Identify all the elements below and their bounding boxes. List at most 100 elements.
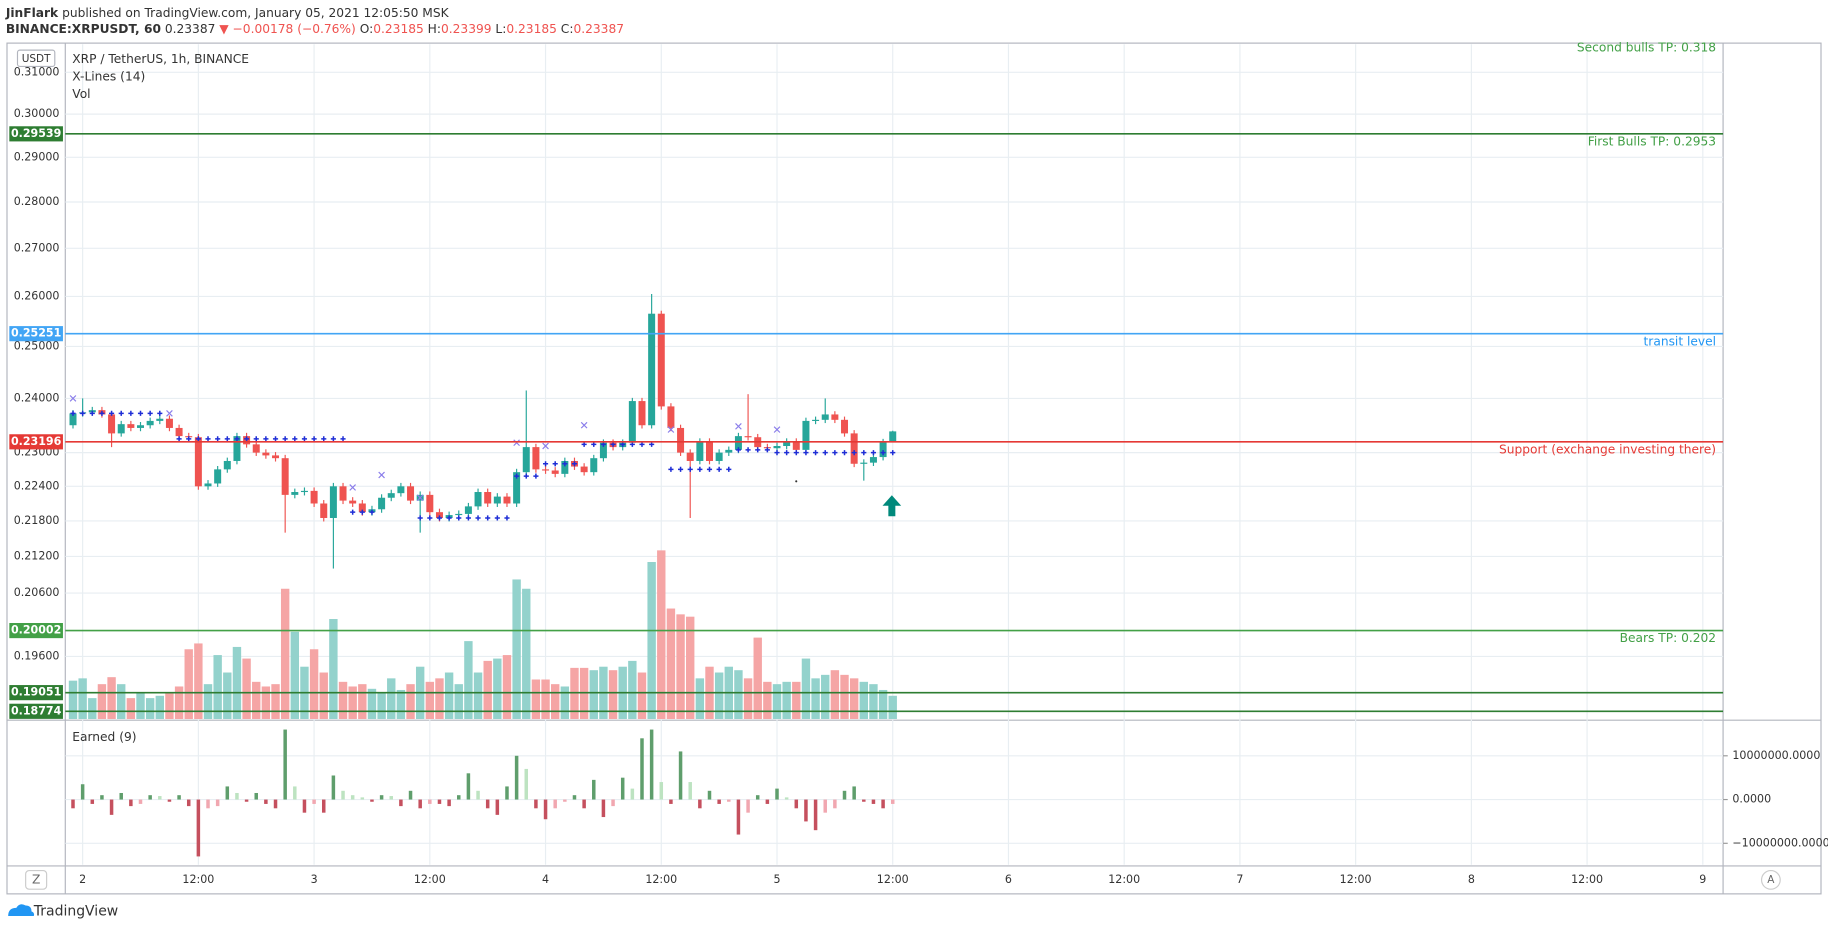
- candle-body: [860, 462, 868, 464]
- earned-bar: [630, 788, 635, 800]
- earned-bar: [746, 799, 750, 813]
- level-tag: [9, 703, 63, 719]
- earned-bar: [186, 799, 191, 807]
- earned-bar: [273, 799, 278, 809]
- earned-bar: [264, 799, 268, 804]
- candle-body: [397, 486, 405, 494]
- plus-marker: [716, 466, 722, 472]
- volume-bar: [502, 655, 512, 720]
- earned-bar: [302, 799, 307, 813]
- volume-bar: [666, 608, 676, 720]
- axes: 0.31000 0.30000 0.29000 0.28000 0.27000 0.260…: [9, 65, 1828, 886]
- earned-bar: [833, 799, 837, 809]
- x-marker: [667, 426, 675, 433]
- candle-body: [69, 413, 77, 426]
- volume-bar: [657, 550, 666, 720]
- candle-body: [879, 442, 887, 458]
- volume-bar: [367, 688, 377, 720]
- volume-bar: [290, 631, 300, 720]
- volume-bar: [714, 672, 724, 720]
- l-value: 0.23185: [506, 22, 557, 36]
- volume-bar: [155, 695, 164, 720]
- candle-body: [339, 486, 347, 501]
- volume-bar: [734, 670, 743, 720]
- earned-bar: [100, 795, 104, 800]
- earned-bar: [476, 790, 480, 800]
- earned-bar: [196, 799, 201, 857]
- plus-marker: [128, 410, 134, 416]
- zoom-button[interactable]: [25, 869, 48, 890]
- y2-tick-label: −10000000.0000: [1732, 836, 1828, 849]
- volume-bar: [406, 684, 415, 720]
- volume-bar: [348, 686, 357, 720]
- legend-xlines: X-Lines (14): [72, 69, 145, 83]
- candle-body: [320, 503, 328, 518]
- x-tick-label: 9: [1699, 873, 1706, 886]
- volume-bar: [194, 643, 203, 720]
- volume-bar: [319, 672, 328, 720]
- auto-button[interactable]: [1760, 869, 1781, 890]
- volume-bar: [309, 649, 319, 720]
- candle-body: [300, 490, 308, 493]
- candle-body: [657, 313, 665, 407]
- x-tick-label: 12:00: [1108, 873, 1140, 886]
- frame: [6, 42, 1822, 895]
- candle-body: [667, 406, 675, 428]
- earned-bar: [563, 799, 567, 802]
- earned-bar: [813, 799, 818, 831]
- volume-bar: [454, 684, 463, 720]
- legend-main: XRP / TetherUS, 1h, BINANCE: [72, 52, 249, 66]
- x-marker: [580, 421, 588, 429]
- y2-tick-label: 10000000.0000: [1732, 749, 1820, 762]
- volume-bar: [435, 678, 444, 720]
- price-pane: [68, 293, 897, 720]
- level-note: First Bulls TP: 0.2953: [1588, 134, 1716, 148]
- plus-marker: [195, 436, 201, 442]
- earned-bar: [370, 799, 374, 802]
- plus-marker: [272, 436, 279, 442]
- volume-bar: [579, 667, 589, 720]
- volume-bar: [473, 672, 483, 720]
- earned-bar: [611, 799, 615, 807]
- plus-marker: [446, 515, 452, 521]
- earned-bar: [862, 799, 866, 802]
- plus-marker: [813, 450, 819, 456]
- x-marker: [166, 410, 173, 417]
- volume-bar: [821, 674, 830, 720]
- plus-marker: [301, 436, 308, 442]
- candle-body: [137, 425, 145, 428]
- volume-bar: [252, 681, 261, 720]
- auto-label: A: [1767, 874, 1775, 886]
- plus-marker: [350, 509, 356, 515]
- author: JinFlark: [5, 5, 59, 19]
- candle-body: [464, 506, 472, 514]
- candle-body: [715, 452, 723, 461]
- plus-marker: [784, 450, 790, 456]
- plus-marker: [793, 450, 799, 456]
- volume-bar: [782, 681, 791, 720]
- x-marker: [349, 484, 357, 491]
- plus-marker: [803, 450, 809, 456]
- plus-marker: [475, 515, 481, 521]
- top-note: Second bulls TP: 0.318: [1577, 40, 1716, 54]
- earned-bar: [177, 795, 181, 800]
- volume-bar: [676, 614, 685, 720]
- header-line2: BINANCE:XRPUSDT, 60 0.23387 ▼ −0.00178 (…: [6, 22, 624, 36]
- candle-body: [638, 401, 646, 426]
- x-tick-label: 2: [79, 873, 86, 886]
- x-tick-label: 6: [1005, 873, 1012, 886]
- earned-bar: [206, 799, 210, 809]
- candle-body: [194, 437, 202, 487]
- plus-marker: [224, 436, 230, 442]
- earned-bar: [418, 799, 422, 809]
- plus-marker: [649, 441, 655, 447]
- volume-bar: [686, 616, 695, 720]
- plus-marker: [745, 447, 751, 453]
- earned-bar: [71, 799, 75, 809]
- volume-bar: [387, 678, 396, 720]
- volume-bar: [117, 684, 126, 720]
- indicator-pane: [71, 729, 895, 857]
- level-label: 0.29539: [11, 127, 61, 140]
- volume-bar: [444, 672, 454, 720]
- volume-bar: [570, 667, 579, 720]
